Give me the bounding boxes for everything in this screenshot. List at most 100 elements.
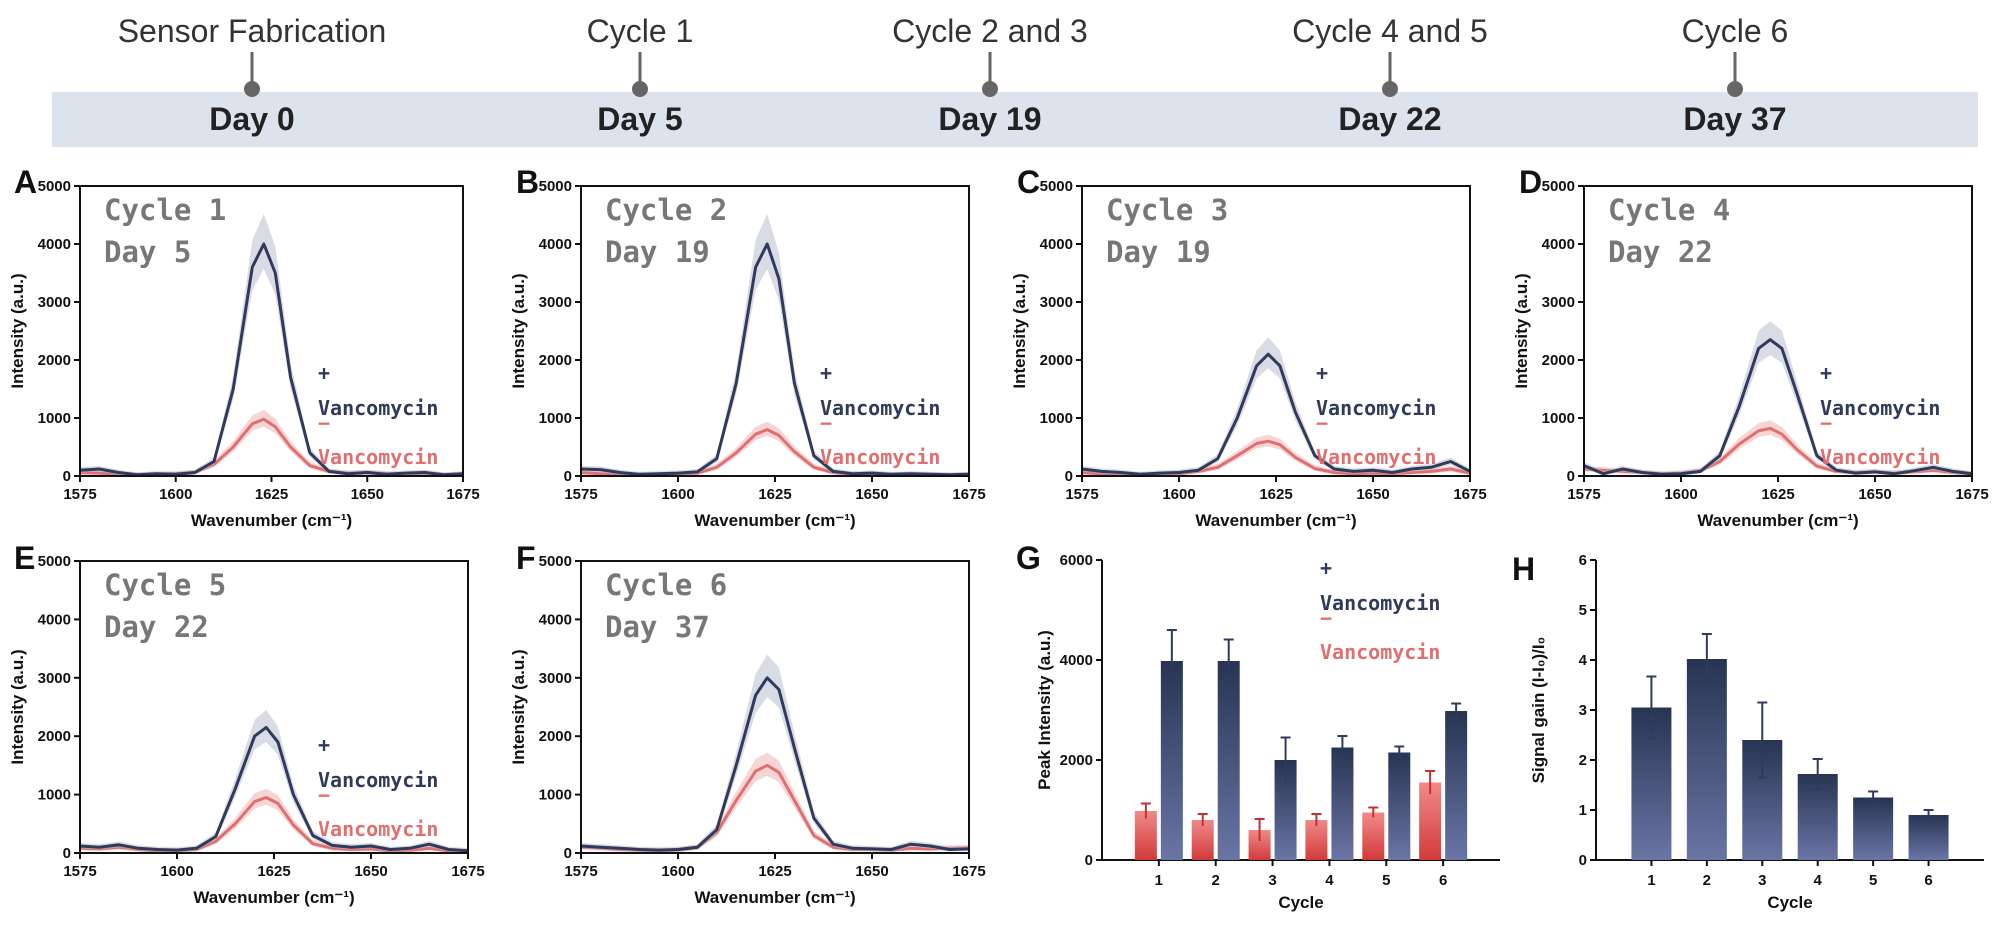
y-tick-label: 5000 [38,553,71,570]
x-tick-label: 5 [1382,872,1390,889]
x-tick-label: 1650 [855,863,888,880]
y-tick-label: 4000 [38,611,71,628]
bar [1305,820,1328,860]
timeline-event: Sensor Fabrication Day 0 [118,13,387,137]
x-tick-label: 1575 [1065,486,1098,503]
bar [1445,711,1468,860]
x-tick-label: 6 [1924,872,1932,889]
x-axis-label: Wavenumber (cm⁻¹) [1195,511,1356,530]
plot-frame [79,185,464,477]
y-axis-label: Intensity (a.u.) [1010,273,1029,388]
y-tick-label: 1000 [1040,410,1073,427]
x-tick-label: 1625 [255,486,288,503]
series-line [1081,352,1471,476]
cycle-label: Cycle 4 [1608,193,1730,227]
x-tick-label: 1650 [1858,486,1891,503]
y-tick-label: 2000 [539,352,572,369]
y-axis-label: Peak Intensity (a.u.) [1035,630,1054,790]
y-tick-label: 2000 [38,728,71,745]
x-tick-label: 1 [1647,872,1655,889]
y-tick-label: 1000 [539,787,572,804]
x-tick-label: 1575 [564,486,597,503]
panel-d: D 0 1000 2000 3000 4000 5000 1575 1600 1625 1650 16… [1512,164,1989,530]
plot-frame [1583,185,1973,477]
legend: +Vancomycin−Vancomycin [318,361,438,469]
cycle-label: Cycle 3 [1106,193,1228,227]
panel-e: E 0 1000 2000 3000 4000 5000 1575 1600 1625 1650 16… [8,540,485,907]
y-tick-label: 0 [1567,468,1575,485]
bar [1853,797,1894,860]
timeline-event-label: Cycle 6 [1682,13,1789,49]
y-tick-label: 1000 [539,410,572,427]
legend-minus-sign: − [1320,606,1332,630]
x-tick-label: 1625 [758,863,791,880]
y-tick-label: 0 [63,468,71,485]
x-tick-label: 1575 [564,863,597,880]
bar [1191,820,1214,860]
timeline-event-label: Cycle 4 and 5 [1292,13,1488,49]
legend-plus-label: Vancomycin [318,768,438,792]
legend-plus-sign: + [1820,361,1832,385]
timeline-dot [244,81,260,97]
legend-plus-sign: + [820,361,832,385]
y-tick-label: 0 [63,845,71,862]
plot-frame [79,560,469,854]
y-axis-label: Intensity (a.u.) [509,649,528,764]
y-tick-label: 3 [1579,702,1587,719]
timeline-day-label: Day 37 [1683,101,1786,137]
plot-frame [580,185,970,477]
series-uncertainty-band [581,654,969,853]
x-tick-label: 1625 [1259,486,1292,503]
x-tick-label: 4 [1814,872,1823,889]
legend-plus-label: Vancomycin [1316,396,1436,420]
panel-letter: E [14,540,35,576]
legend-minus-sign: − [1316,411,1328,435]
y-tick-label: 0 [564,468,572,485]
x-tick-label: 1600 [160,863,193,880]
timeline-event: Cycle 4 and 5 Day 22 [1292,13,1488,137]
y-tick-label: 3000 [539,670,572,687]
y-tick-label: 6 [1579,552,1587,569]
bar [1248,830,1271,860]
legend-plus-sign: + [318,361,330,385]
legend: +Vancomycin−Vancomycin [1820,361,1940,469]
timeline-dot [1382,81,1398,97]
bar [1134,811,1157,860]
cycle-label: Cycle 6 [605,568,727,602]
series-line [79,725,469,853]
legend: +Vancomycin−Vancomycin [1316,361,1436,469]
series-uncertainty-band [581,752,969,853]
x-tick-label: 1650 [351,486,384,503]
legend-minus-label: Vancomycin [820,445,940,469]
y-tick-label: 3000 [1542,294,1575,311]
x-tick-label: 1600 [1664,486,1697,503]
panel-b: B 0 1000 2000 3000 4000 5000 1575 1600 1625 1650 16… [509,164,986,530]
x-axis-label: Wavenumber (cm⁻¹) [1697,511,1858,530]
legend-plus-label: Vancomycin [318,396,438,420]
y-tick-label: 5000 [539,178,572,195]
timeline-band [52,92,1978,147]
timeline-dot [632,81,648,97]
y-tick-label: 0 [1085,852,1093,869]
bar [1331,747,1354,860]
x-tick-label: 1600 [1162,486,1195,503]
x-tick-label: 1675 [1453,486,1486,503]
day-label: Day 22 [1608,235,1713,269]
timeline-event-label: Cycle 1 [587,13,694,49]
cycle-label: Cycle 2 [605,193,727,227]
legend-minus-label: Vancomycin [1320,640,1440,664]
panel-letter: D [1519,164,1542,200]
panel-h: H 0 1 2 3 4 5 6 1 2 3 4 5 6 Cycle Signal gain (I-I₀)/I₀ [1512,551,1984,912]
legend-minus-label: Vancomycin [318,817,438,841]
timeline-event-label: Cycle 2 and 3 [892,13,1088,49]
y-tick-label: 1 [1579,802,1587,819]
series-uncertainty-band [1082,337,1470,476]
timeline-event-label: Sensor Fabrication [118,13,387,49]
y-axis-label: Intensity (a.u.) [8,273,27,388]
x-tick-label: 1625 [758,486,791,503]
x-tick-label: 1 [1155,872,1163,889]
y-tick-label: 1000 [38,787,71,804]
y-tick-label: 5000 [38,178,71,195]
